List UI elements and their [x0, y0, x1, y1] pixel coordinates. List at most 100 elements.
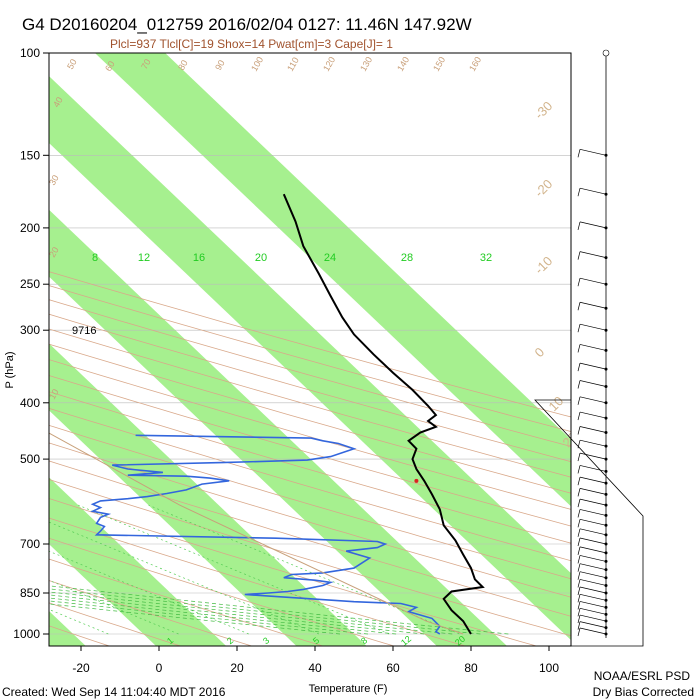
wind-barb-flag — [577, 601, 581, 610]
wind-barb — [579, 518, 607, 526]
dry-adiabat — [49, 517, 467, 646]
wind-barb-flag — [577, 579, 581, 588]
theta-label: 140 — [395, 55, 411, 73]
dry-adiabat — [49, 359, 571, 510]
wind-barb-flag — [577, 324, 581, 333]
wind-point — [604, 583, 608, 587]
x-tick-label: 0 — [156, 661, 163, 675]
mixing-ratio-line — [0, 505, 38, 634]
wind-barb — [579, 546, 607, 554]
y-tick-label: 700 — [20, 537, 40, 551]
wind-barb — [579, 537, 607, 545]
wind-point — [604, 559, 608, 563]
x-tick-label: 80 — [464, 661, 478, 675]
chart-subtitle: Plcl=937 Tlcl[C]=19 Shox=14 Pwat[cm]=3 C… — [110, 37, 393, 51]
wind-point — [604, 192, 608, 196]
wind-panel-border — [534, 53, 644, 647]
theta-label: 40 — [51, 95, 65, 109]
theta-label: 150 — [431, 55, 447, 73]
mixing-ratio-label: 12 — [138, 252, 150, 264]
wind-barb — [579, 344, 607, 351]
y-tick-label: 500 — [20, 452, 40, 466]
mixing-ratio-line — [78, 504, 390, 635]
wind-point — [604, 226, 608, 230]
wind-barb-flag — [577, 528, 581, 537]
wind-point — [604, 431, 608, 435]
mixing-ratio-line — [49, 579, 179, 635]
wind-barb-flag — [577, 465, 581, 474]
wind-barb — [579, 411, 607, 419]
isotherm-label: -30 — [532, 98, 556, 122]
theta-label: 90 — [213, 58, 227, 72]
wind-barb-flag — [577, 608, 581, 617]
wind-barb-flag — [577, 477, 581, 486]
wind-point — [604, 503, 608, 507]
wind-barb — [579, 221, 607, 229]
lcl-marker — [414, 478, 419, 483]
wind-barb — [579, 148, 607, 156]
x-axis-ticks: -20 0 20 40 60 80 100 — [72, 646, 559, 675]
mixing-ratio-bottom-label: 2 — [225, 635, 235, 646]
wind-barb-flag — [577, 594, 581, 603]
wind-barb-flag — [577, 519, 581, 528]
x-axis-title: Temperature (F) — [309, 683, 388, 695]
mixing-ratio-top-labels: 8 12 16 20 24 28 32 — [92, 252, 492, 264]
wind-barb — [579, 323, 607, 331]
theta-label: 50 — [65, 57, 79, 71]
theta-label: 160 — [467, 55, 483, 73]
wind-barb — [579, 426, 607, 433]
wind-point — [604, 256, 608, 260]
wind-point — [604, 367, 608, 371]
mixing-ratio-bottom-label: 8 — [359, 635, 369, 646]
wind-barb-flag — [577, 488, 581, 497]
x-tick-label: 100 — [539, 661, 559, 675]
y-tick-label: 100 — [20, 46, 40, 60]
mixing-ratio-bottom-labels: 1 2 3 5 8 12 20 — [165, 634, 467, 648]
theta-label: 10 — [47, 387, 61, 401]
y-tick-label: 200 — [20, 221, 40, 235]
wind-point — [604, 153, 608, 157]
wind-point — [604, 591, 608, 595]
wind-point — [604, 598, 608, 602]
wind-barb-flag — [577, 563, 581, 572]
dewpoint-trace — [90, 434, 441, 635]
wind-barb-flag — [577, 396, 581, 405]
wind-point — [604, 568, 608, 572]
x-tick-label: 60 — [386, 661, 400, 675]
wind-barb — [579, 251, 607, 258]
wind-barb — [579, 528, 607, 536]
wind-barb — [579, 396, 607, 404]
parcel-line — [49, 432, 464, 635]
wind-point — [604, 513, 608, 517]
wind-barb-flag — [577, 453, 581, 462]
wind-point — [604, 385, 608, 389]
wind-barb-flag — [577, 509, 581, 518]
dry-adiabat — [49, 375, 571, 527]
wind-barb-flag — [577, 555, 581, 564]
wind-barb-flag — [577, 380, 581, 389]
wind-barb-flag — [577, 627, 581, 637]
wind-barb — [579, 571, 607, 579]
wind-barb — [579, 563, 607, 571]
isotherm-label: 30 — [620, 473, 641, 494]
x-tick-label: -20 — [72, 661, 90, 675]
wind-barb — [579, 627, 607, 635]
isotherm-label: 20 — [560, 429, 581, 450]
isotherm-label: -20 — [532, 176, 556, 200]
wind-point — [604, 306, 608, 310]
dry-adiabat — [49, 460, 571, 617]
isotherm-label: 0 — [532, 344, 548, 360]
wind-point — [604, 416, 608, 420]
mixing-ratio-label: 20 — [255, 252, 267, 264]
wind-barb-flag — [577, 537, 581, 547]
wind-barb-flag — [577, 344, 581, 353]
y-tick-label: 300 — [20, 323, 40, 337]
theta-label: 30 — [47, 173, 61, 187]
wind-point — [604, 612, 608, 616]
mixing-ratio-line — [49, 609, 109, 635]
y-tick-label: 1000 — [13, 627, 40, 641]
wind-barb — [579, 601, 607, 608]
theta-label: 70 — [139, 57, 153, 71]
